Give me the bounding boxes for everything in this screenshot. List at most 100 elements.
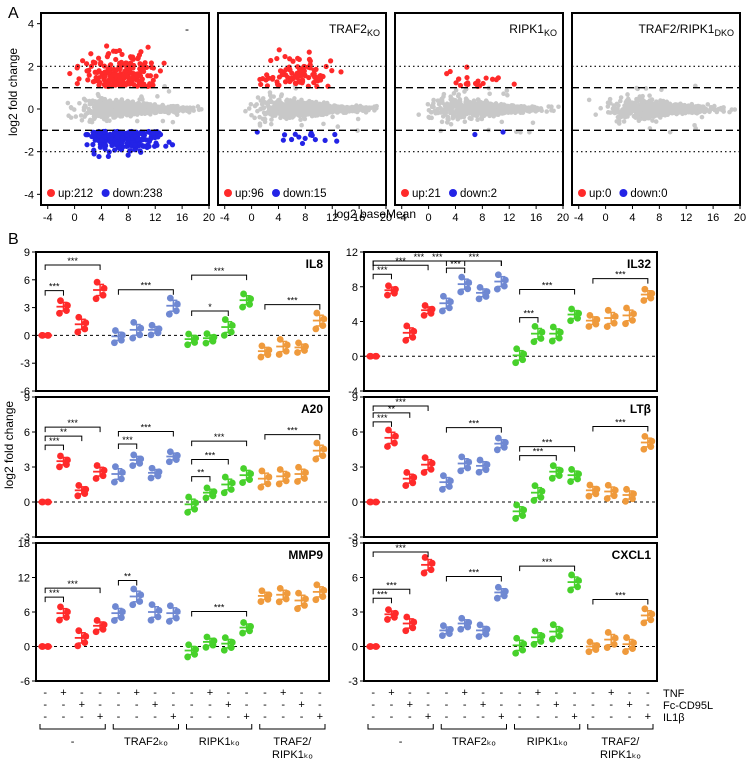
ns-point <box>445 116 450 122</box>
ns-point <box>274 102 279 108</box>
x-tick-label: 8 <box>302 212 308 224</box>
y-tick-label: 12 <box>18 573 30 585</box>
up-point <box>97 79 103 86</box>
gene-title: IL8 <box>306 257 324 271</box>
group-label-line2: RIPK1ₖₒ <box>272 749 313 761</box>
up-point <box>465 81 471 88</box>
condition-sign: + <box>97 711 103 723</box>
significance-stars: * <box>208 302 212 312</box>
ns-point <box>618 98 623 104</box>
ns-point <box>83 98 88 103</box>
replicate-point <box>402 336 410 344</box>
significance-bracket <box>44 290 64 296</box>
up-point <box>285 74 291 80</box>
significance-stars: *** <box>214 432 225 442</box>
ns-point <box>429 103 435 109</box>
condition-sign: + <box>280 687 286 699</box>
ns-point <box>643 111 649 116</box>
expr-frame <box>35 251 330 392</box>
down-point <box>140 131 146 137</box>
down-point <box>101 133 107 140</box>
ns-point <box>77 100 82 106</box>
ns-point <box>485 105 491 110</box>
ns-point <box>496 105 502 111</box>
ns-point <box>431 97 436 103</box>
gene-title: A20 <box>301 402 323 416</box>
up-point <box>274 55 280 62</box>
y-tick-label: 0 <box>352 351 358 363</box>
down-point <box>280 137 286 143</box>
down-point <box>101 142 107 148</box>
up-point <box>67 70 73 77</box>
ns-point <box>309 99 315 105</box>
significance-bracket <box>44 264 101 270</box>
replicate-point <box>92 295 100 303</box>
condition-sign: - <box>172 687 176 699</box>
condition-sign: - <box>263 687 267 699</box>
y-tick-label: 6 <box>352 427 358 439</box>
condition-sign: - <box>426 687 430 699</box>
ns-point <box>293 86 299 91</box>
condition-sign: - <box>172 699 176 711</box>
condition-sign: + <box>170 711 176 723</box>
down-point <box>299 140 306 147</box>
up-point <box>279 72 285 78</box>
down-point <box>102 129 108 135</box>
down-point <box>83 132 89 138</box>
ma-points <box>416 64 561 138</box>
up-point <box>80 58 86 64</box>
x-tick-label: 4 <box>629 212 635 224</box>
up-point <box>150 77 156 83</box>
y-tick-label: 6 <box>24 427 30 439</box>
y-tick-label: 0 <box>24 642 30 654</box>
ns-point <box>675 110 681 116</box>
gene-title: LTβ <box>630 402 651 416</box>
ns-point <box>320 105 325 111</box>
ns-point <box>458 114 464 119</box>
group-label: TRAF2ₖₒ <box>124 736 168 748</box>
ns-point <box>426 108 432 113</box>
y-tick-label: -3 <box>348 532 358 544</box>
ns-point <box>73 114 79 119</box>
replicate-point <box>512 515 520 522</box>
ns-point <box>721 109 726 114</box>
replicate-point <box>74 328 82 336</box>
ns-point <box>666 106 671 112</box>
up-point <box>296 56 302 63</box>
up-point <box>306 74 312 81</box>
replicate-point <box>530 640 538 648</box>
significance-stars: *** <box>469 252 480 262</box>
ns-point <box>104 99 110 104</box>
up-point <box>133 72 140 79</box>
x-tick-label: 12 <box>149 212 161 224</box>
replicate-point <box>410 618 418 626</box>
ns-point <box>440 100 445 106</box>
down-point <box>105 153 111 159</box>
ns-point <box>556 104 561 110</box>
replicate-point <box>312 325 320 333</box>
down-point <box>132 142 138 148</box>
gene-title: CXCL1 <box>612 548 652 562</box>
replicate-point <box>512 359 520 367</box>
x-tick-label: 20 <box>557 212 569 224</box>
ns-point <box>453 87 459 93</box>
down-point <box>114 134 120 140</box>
ns-point <box>487 91 492 97</box>
y-tick-label: -2 <box>24 147 34 159</box>
ns-point <box>104 114 110 119</box>
ns-point <box>647 93 652 98</box>
condition-sign: - <box>80 711 84 723</box>
ns-point <box>65 100 71 106</box>
expr-frame <box>35 542 330 682</box>
up-point <box>311 71 317 77</box>
up-point <box>136 81 143 87</box>
replicate-point <box>439 307 446 315</box>
ns-point <box>111 115 116 120</box>
replicate-point <box>111 617 118 624</box>
condition-sign: - <box>281 699 285 711</box>
replicate-point <box>312 455 320 463</box>
condition-sign: + <box>79 699 85 711</box>
significance-stars: *** <box>49 436 60 446</box>
expr-frame <box>363 542 658 682</box>
